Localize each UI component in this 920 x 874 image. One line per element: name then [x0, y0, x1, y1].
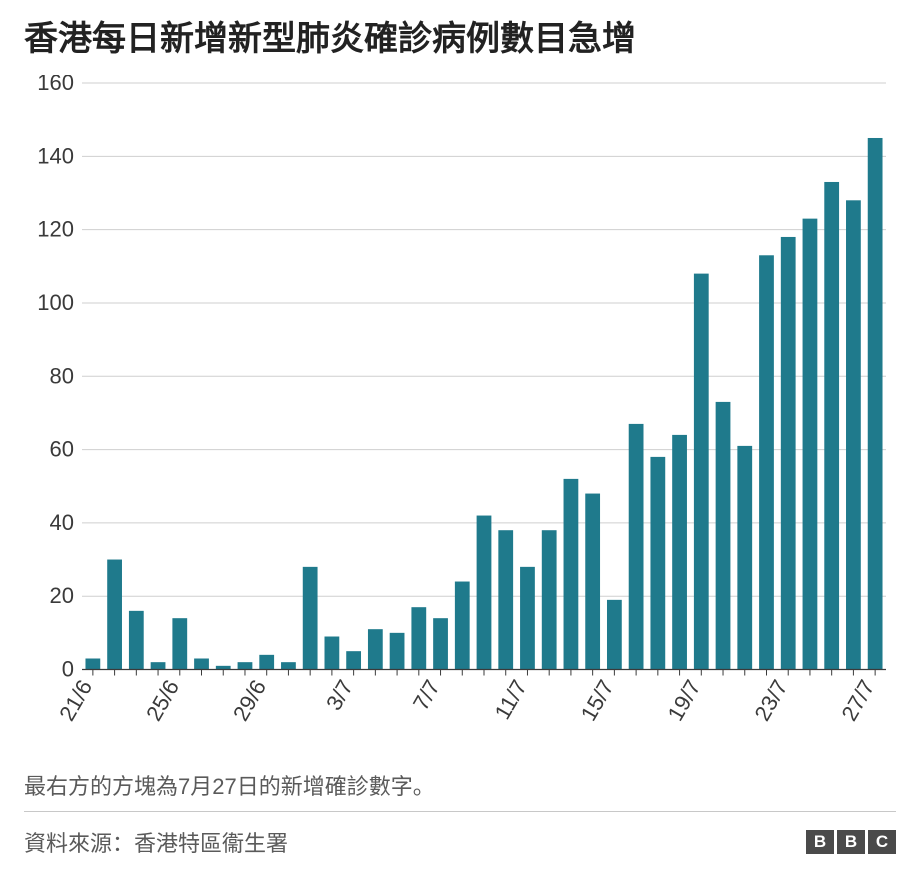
bar [737, 445, 752, 669]
bar [477, 515, 492, 669]
source-row: 資料來源：香港特區衞生署 BBC [24, 811, 896, 874]
svg-text:60: 60 [50, 436, 74, 461]
bar [194, 658, 209, 669]
svg-text:160: 160 [37, 75, 74, 95]
bar [716, 401, 731, 669]
bbc-logo-letter: C [868, 830, 896, 854]
svg-text:140: 140 [37, 143, 74, 168]
bar [346, 651, 361, 669]
bbc-logo: BBC [806, 830, 896, 854]
bar [781, 236, 796, 669]
bar [151, 662, 166, 669]
bar [281, 662, 296, 669]
bar [498, 530, 513, 669]
bar [433, 618, 448, 669]
bar-chart: 02040608010012014016021/625/629/63/77/71… [24, 75, 896, 760]
bar [694, 273, 709, 669]
svg-text:100: 100 [37, 289, 74, 314]
bar [259, 654, 274, 669]
chart-footnote: 最右方的方塊為7月27日的新增確診數字。 [24, 769, 896, 801]
svg-text:0: 0 [62, 656, 74, 681]
bar [172, 618, 187, 669]
bar [650, 456, 665, 669]
bar [129, 610, 144, 669]
bar [107, 559, 122, 669]
bar [303, 566, 318, 669]
bbc-logo-letter: B [806, 830, 834, 854]
bar [238, 662, 253, 669]
bar [411, 607, 426, 669]
bar [824, 181, 839, 669]
chart-area: 02040608010012014016021/625/629/63/77/71… [24, 75, 896, 760]
bar [390, 632, 405, 669]
bar [607, 599, 622, 669]
bar [85, 658, 100, 669]
bar [672, 434, 687, 669]
bar [585, 493, 600, 669]
bar [846, 200, 861, 669]
bar [868, 137, 883, 669]
chart-title: 香港每日新增新型肺炎確診病例數目急增 [24, 18, 896, 61]
bar [520, 566, 535, 669]
bar [629, 423, 644, 669]
bar [325, 636, 340, 669]
svg-text:40: 40 [50, 509, 74, 534]
bbc-logo-letter: B [837, 830, 865, 854]
bar [368, 629, 383, 669]
bar [455, 581, 470, 669]
bar [542, 530, 557, 669]
source-label: 資料來源：香港特區衞生署 [24, 826, 288, 858]
svg-text:80: 80 [50, 363, 74, 388]
bar [759, 255, 774, 669]
bar [564, 478, 579, 669]
svg-text:120: 120 [37, 216, 74, 241]
bar [803, 218, 818, 669]
svg-text:20: 20 [50, 583, 74, 608]
